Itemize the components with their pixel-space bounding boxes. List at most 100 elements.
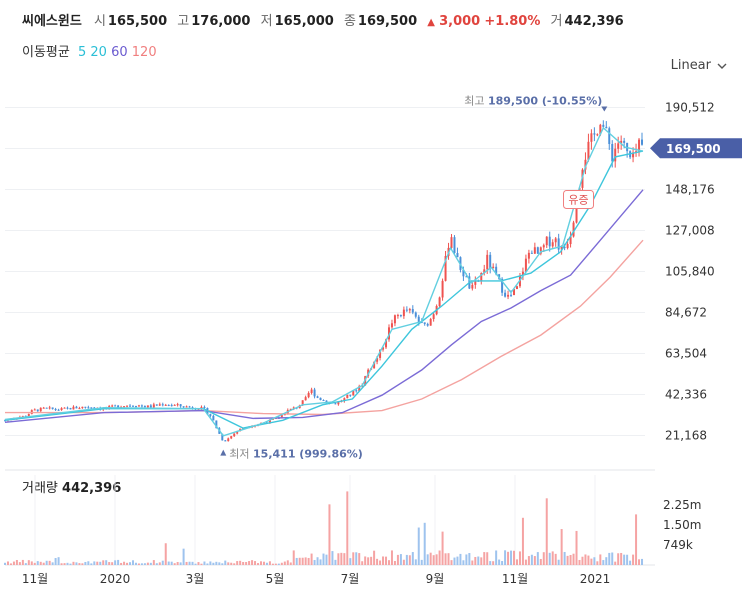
ma-period-20[interactable]: 20 (90, 45, 107, 60)
volume-bar (206, 563, 209, 565)
volume-bar (635, 514, 638, 565)
volume-bar (641, 558, 644, 565)
time-tick-label: 2021 (580, 572, 611, 586)
volume-bar (117, 559, 120, 565)
volume-bar (548, 552, 551, 565)
candle-body (188, 406, 191, 408)
ma-period-60[interactable]: 60 (111, 45, 128, 60)
candle-body (114, 405, 117, 407)
candle-body (42, 407, 45, 409)
volume-bar (331, 551, 334, 565)
candle-body (355, 390, 358, 392)
volume-bar (358, 553, 361, 565)
volume-bar (629, 560, 632, 565)
candle-body (596, 134, 599, 136)
price-tick-label: 21,168 (665, 429, 707, 443)
candle-body (75, 406, 78, 409)
candle-body (510, 294, 513, 296)
time-tick-label: 11월 (502, 572, 528, 586)
volume-bar (15, 559, 18, 565)
candle-body (405, 309, 408, 311)
candle-body (292, 407, 295, 409)
candle-body (134, 406, 137, 408)
max-price-annotation: 최고 189,500 (-10.55%) (464, 94, 602, 107)
time-tick-label: 3월 (186, 572, 205, 586)
volume-bar (257, 563, 260, 565)
volume-bar (435, 554, 438, 565)
candle-body (319, 397, 322, 401)
candle-body (236, 431, 239, 434)
volume-bar (438, 550, 441, 565)
volume-bar (453, 557, 456, 565)
candle-body (146, 405, 149, 408)
volume-bar (54, 558, 57, 565)
candle-body (554, 238, 557, 243)
candle-body (620, 140, 623, 144)
volume-bar (224, 560, 227, 565)
ma-20-line (4, 150, 644, 429)
volume-bar (465, 554, 468, 565)
ma-period-120[interactable]: 120 (131, 45, 157, 60)
scale-selector[interactable]: Linear (671, 58, 727, 73)
candle-body (515, 286, 518, 290)
volume-tick-label: 1.50m (663, 518, 701, 532)
candle-body (530, 252, 533, 254)
current-price-label: 169,500 (666, 142, 721, 156)
volume-bar (379, 560, 382, 565)
volume-bar (48, 560, 51, 565)
volume-bar (584, 554, 587, 565)
volume-bar (57, 557, 60, 565)
time-tick-label: 11월 (22, 572, 48, 586)
candle-body (373, 361, 376, 369)
volume-bar (417, 527, 420, 565)
candle-body (426, 323, 429, 326)
candle-body (334, 403, 337, 405)
candle-body (569, 236, 572, 245)
candle-body (283, 414, 286, 416)
volume-bar (60, 563, 63, 565)
candle-body (444, 256, 447, 281)
volume-bar (551, 551, 554, 565)
volume-bar (45, 560, 48, 565)
candle-body (605, 126, 608, 129)
volume-bar (569, 555, 572, 565)
volume-panel-value: 442,396 (62, 481, 122, 496)
candle-body (129, 405, 132, 407)
volume-bar (495, 550, 498, 565)
volume-bar (164, 543, 167, 565)
volume-bar (542, 552, 545, 565)
volume-bar (611, 552, 614, 565)
volume-bar (447, 553, 450, 565)
ma-period-5[interactable]: 5 (77, 45, 87, 60)
candle-body (414, 312, 417, 317)
volume-bar (340, 552, 343, 565)
volume-bar (477, 556, 480, 565)
volume-bar (334, 559, 337, 565)
volume-bar (599, 554, 602, 565)
volume-bar (265, 562, 268, 565)
volume-bar (450, 560, 453, 565)
candle-body (423, 322, 426, 324)
volume-bar (21, 559, 24, 565)
volume-bar (259, 561, 262, 565)
price-tick-label: 190,512 (665, 101, 715, 115)
candle-body (507, 294, 510, 297)
candle-body (420, 322, 423, 324)
low-value: 165,000 (274, 14, 334, 29)
volume-bar (209, 561, 212, 565)
volume-bar (108, 562, 111, 565)
volume-bar (602, 560, 605, 565)
volume-bar (310, 553, 313, 565)
volume-bar (319, 559, 322, 565)
volume-bar (390, 550, 393, 565)
volume-bar (489, 561, 492, 565)
volume-bar (638, 559, 641, 565)
volume-bar (9, 563, 12, 565)
volume-bar (248, 561, 251, 565)
candle-body (536, 247, 539, 254)
volume-bar (432, 555, 435, 565)
price-tick-label: 148,176 (665, 183, 715, 197)
candle-body (462, 269, 465, 277)
candle-body (495, 266, 498, 275)
